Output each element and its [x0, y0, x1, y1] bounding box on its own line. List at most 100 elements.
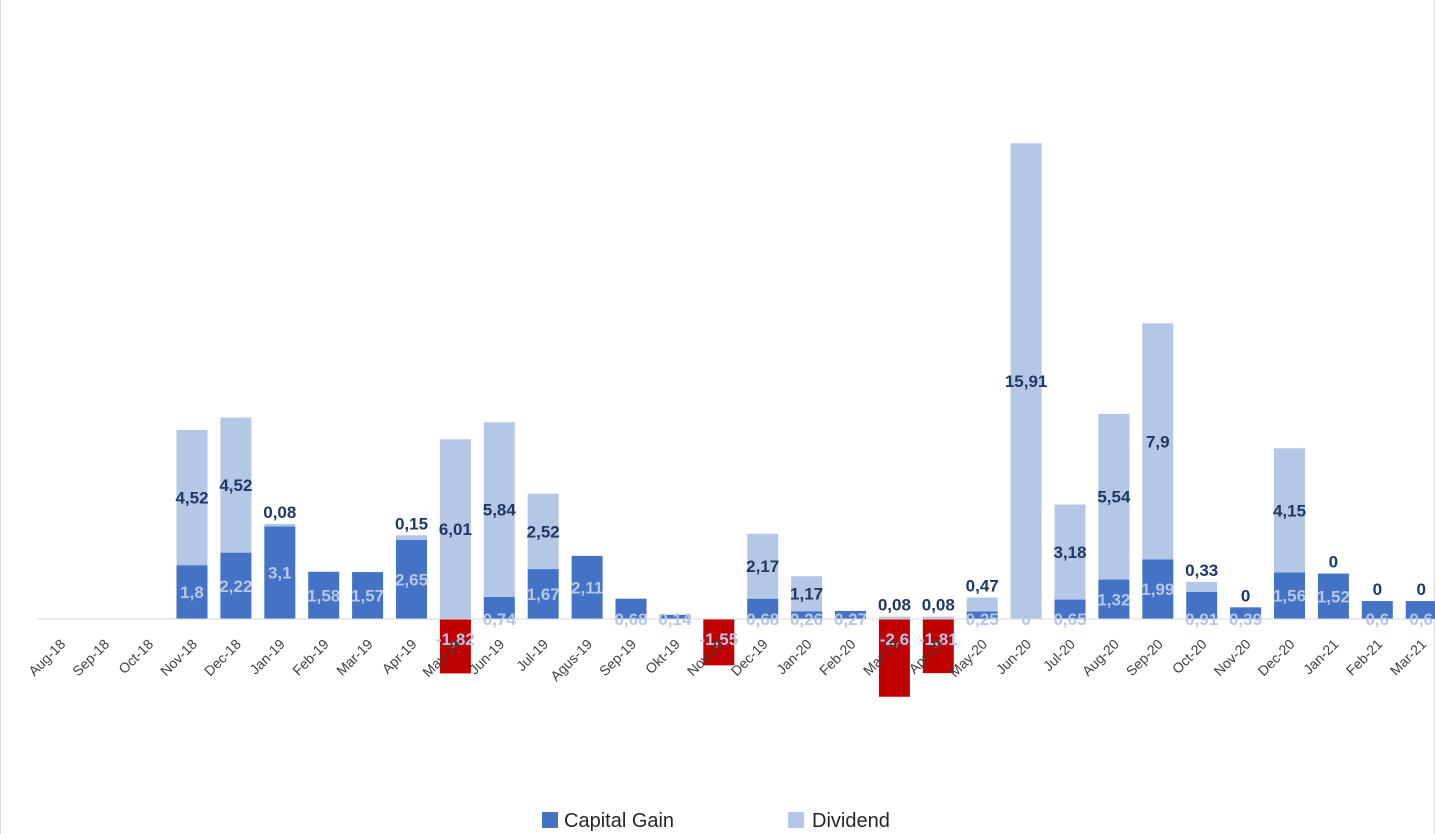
- label-capital-gain-feb-19: 1,58: [307, 586, 340, 605]
- label-capital-gain-jul-20: 0,65: [1053, 610, 1086, 629]
- label-dividend-jul-20: 3,18: [1053, 543, 1086, 562]
- bar-capital-gain-dec-18: [220, 552, 252, 619]
- label-capital-gain-sep-19: 0,68: [614, 610, 647, 629]
- x-tick-nov-20: Nov-20: [1210, 636, 1253, 679]
- label-capital-gain-agus-19: 2,11: [571, 578, 603, 597]
- label-dividend-nov-20: 0: [1241, 586, 1250, 605]
- x-tick-apr-19: Apr-19: [379, 636, 420, 677]
- label-dividend-mar-20: 0,08: [878, 596, 911, 615]
- label-capital-gain-oct-20: 0,91: [1185, 610, 1218, 629]
- legend-label-dividend: Dividend: [812, 810, 890, 832]
- label-dividend-jan-21: 0: [1329, 553, 1338, 572]
- label-capital-gain-apr-19: 2,65: [395, 570, 428, 589]
- label-dividend-apr-20: 0,08: [922, 596, 955, 615]
- label-capital-gain-nov-19: -1,55: [699, 630, 738, 649]
- bar-capital-gain-feb-19: [308, 571, 340, 619]
- x-tick-jan-21: Jan-21: [1300, 636, 1342, 678]
- bar-dividend-apr-20: [922, 616, 954, 619]
- label-capital-gain-apr-20: -1,81: [919, 630, 958, 649]
- bar-dividend-nov-18: [176, 430, 208, 566]
- label-dividend-aug-20: 5,54: [1097, 488, 1131, 507]
- bar-dividend-jan-20: [791, 576, 823, 612]
- bar-capital-gain-may-20: [966, 611, 998, 619]
- label-capital-gain-feb-20: 0,27: [834, 610, 867, 629]
- bar-capital-gain-agus-19: [571, 555, 603, 619]
- bar-capital-gain-jun-19: [483, 596, 515, 619]
- label-capital-gain-okt-19: 0,14: [658, 610, 692, 629]
- legend-swatch-dividend: [788, 812, 804, 828]
- bar-dividend-jun-20: [1010, 143, 1042, 619]
- bar-capital-gain-nov-18: [176, 565, 208, 619]
- label-dividend-apr-19: 0,15: [395, 514, 428, 533]
- bar-dividend-dec-20: [1274, 448, 1305, 573]
- bar-dividend-aug-20: [1098, 413, 1130, 580]
- bar-capital-gain-sep-20: [1142, 559, 1174, 619]
- x-tick-okt-19: Okt-19: [642, 636, 683, 677]
- label-capital-gain-nov-20: 0,39: [1229, 610, 1262, 629]
- label-capital-gain-may-19: -1,82: [436, 630, 475, 649]
- bar-dividend-dec-18: [220, 417, 252, 553]
- x-tick-sep-20: Sep-20: [1123, 636, 1166, 679]
- label-capital-gain-feb-21: 0,6: [1365, 610, 1389, 629]
- label-capital-gain-jan-21: 1,52: [1317, 587, 1350, 606]
- label-capital-gain-jan-19: 3,1: [268, 564, 292, 583]
- x-tick-jul-19: Jul-19: [513, 636, 551, 674]
- label-capital-gain-dec-20: 1,56: [1273, 587, 1306, 606]
- label-capital-gain-may-20: 0,25: [966, 610, 999, 629]
- label-dividend-jul-19: 2,52: [527, 522, 560, 541]
- bar-capital-gain-mar-19: [352, 572, 384, 619]
- x-tick-mar-21: Mar-21: [1387, 636, 1430, 679]
- x-tick-jul-20: Jul-20: [1040, 636, 1078, 674]
- label-dividend-dec-18: 4,52: [219, 476, 252, 495]
- x-tick-jun-20: Jun-20: [993, 636, 1035, 678]
- x-tick-feb-21: Feb-21: [1343, 636, 1386, 679]
- x-tick-mar-19: Mar-19: [333, 636, 376, 679]
- label-dividend-jun-20: 15,91: [1005, 372, 1048, 391]
- bars-layer: [176, 143, 1435, 697]
- bar-capital-gain-jan-19: [264, 526, 296, 619]
- bar-dividend-apr-19: [396, 535, 427, 540]
- x-tick-aug-20: Aug-20: [1079, 636, 1122, 679]
- bar-capital-gain-feb-21: [1361, 601, 1393, 619]
- label-capital-gain-nov-18: 1,8: [180, 583, 204, 602]
- x-tick-oct-20: Oct-20: [1169, 636, 1210, 677]
- bar-capital-gain-oct-20: [1186, 591, 1218, 619]
- bar-dividend-jul-20: [1054, 504, 1086, 600]
- label-dividend-dec-20: 4,15: [1273, 501, 1306, 520]
- label-dividend-jun-19: 5,84: [483, 501, 517, 520]
- label-dividend-may-20: 0,47: [966, 576, 999, 595]
- x-tick-feb-20: Feb-20: [816, 636, 859, 679]
- bar-capital-gain-mar-21: [1405, 601, 1435, 619]
- x-tick-dec-18: Dec-18: [201, 636, 244, 679]
- bar-capital-gain-nov-20: [1230, 607, 1262, 619]
- label-capital-gain-mar-21: 0,6: [1409, 610, 1433, 629]
- bar-capital-gain-jan-21: [1317, 573, 1349, 619]
- bar-capital-gain-may-19: [439, 619, 471, 674]
- legend-label-capital-gain: Capital Gain: [564, 810, 674, 832]
- label-dividend-jan-19: 0,08: [263, 503, 296, 522]
- bar-dividend-sep-20: [1142, 323, 1174, 560]
- label-capital-gain-aug-20: 1,32: [1097, 590, 1130, 609]
- label-capital-gain-mar-20: -2,6: [880, 630, 909, 649]
- x-tick-dec-20: Dec-20: [1254, 636, 1297, 679]
- bar-capital-gain-dec-19: [747, 598, 779, 619]
- label-capital-gain-mar-19: 1,57: [351, 587, 384, 606]
- label-capital-gain-jun-20: 0: [1021, 610, 1030, 629]
- bar-dividend-jun-19: [483, 422, 515, 597]
- bar-dividend-oct-20: [1186, 581, 1218, 592]
- bar-capital-gain-nov-19: [703, 619, 735, 666]
- bar-capital-gain-apr-20: [922, 619, 954, 674]
- x-tick-sep-19: Sep-19: [596, 636, 639, 679]
- legend-swatch-capital-gain: [542, 812, 558, 828]
- bar-dividend-may-20: [966, 597, 998, 612]
- x-tick-sep-18: Sep-18: [69, 636, 112, 679]
- x-tick-jan-20: Jan-20: [773, 636, 815, 678]
- bar-capital-gain-mar-20: [878, 619, 910, 697]
- label-dividend-feb-21: 0: [1373, 580, 1382, 599]
- label-dividend-dec-19: 2,17: [746, 557, 779, 576]
- x-tick-nov-18: Nov-18: [157, 636, 200, 679]
- bar-capital-gain-sep-19: [615, 598, 647, 619]
- label-capital-gain-dec-18: 2,22: [219, 577, 252, 596]
